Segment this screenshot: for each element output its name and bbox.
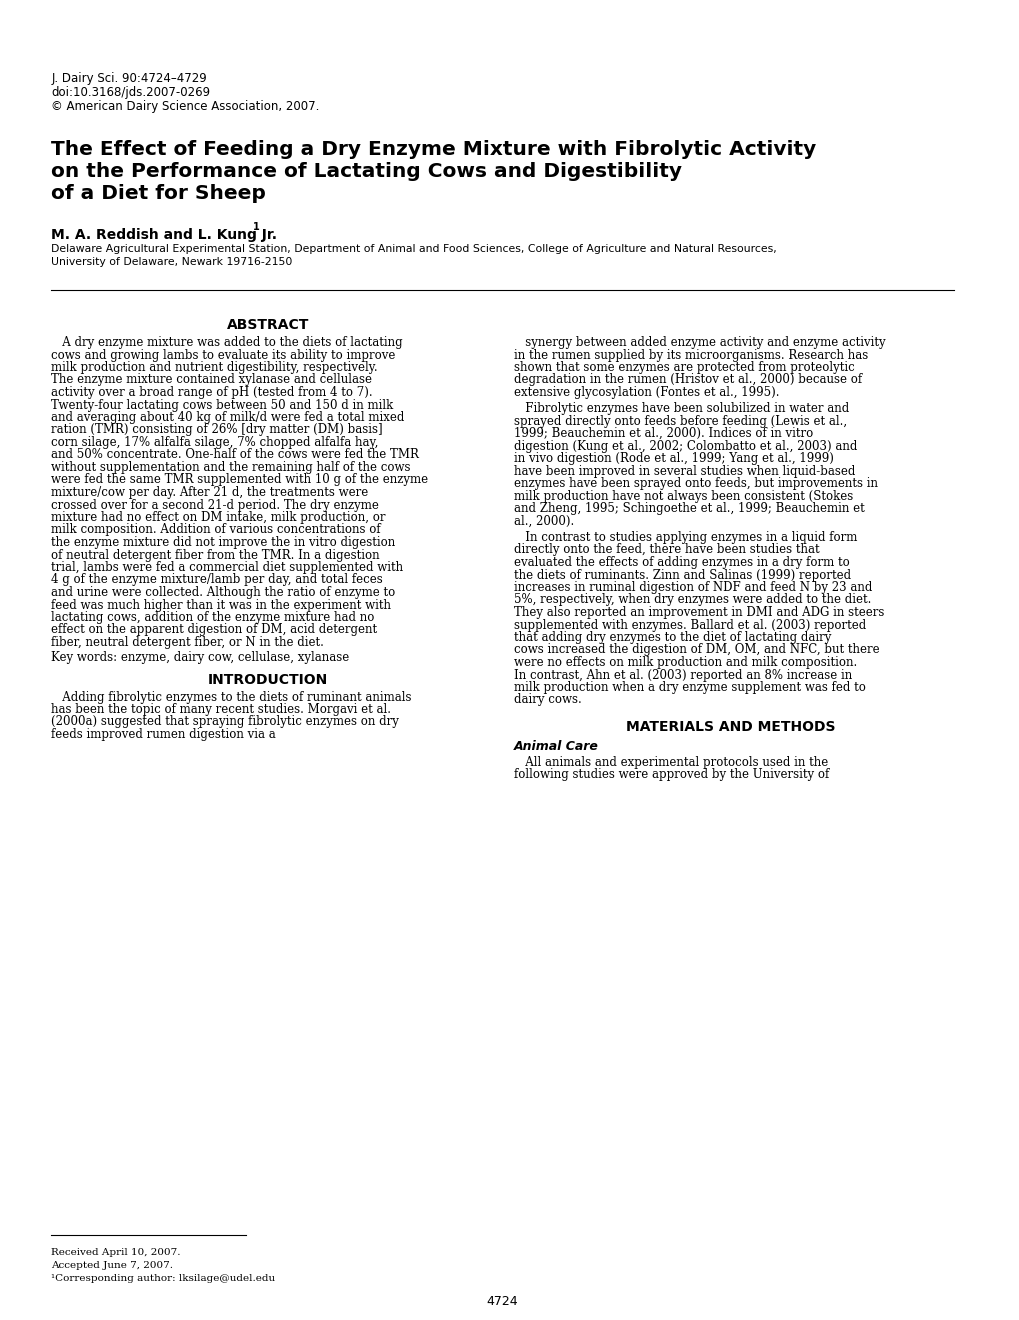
Text: Received April 10, 2007.: Received April 10, 2007. — [51, 1247, 180, 1257]
Text: INTRODUCTION: INTRODUCTION — [208, 672, 328, 686]
Text: feeds improved rumen digestion via a: feeds improved rumen digestion via a — [51, 729, 276, 741]
Text: milk production when a dry enzyme supplement was fed to: milk production when a dry enzyme supple… — [514, 681, 865, 694]
Text: milk production and nutrient digestibility, respectively.: milk production and nutrient digestibili… — [51, 360, 377, 374]
Text: ration (TMR) consisting of 26% [dry matter (DM) basis]: ration (TMR) consisting of 26% [dry matt… — [51, 424, 382, 437]
Text: mixture/cow per day. After 21 d, the treatments were: mixture/cow per day. After 21 d, the tre… — [51, 486, 368, 499]
Text: feed was much higher than it was in the experiment with: feed was much higher than it was in the … — [51, 598, 391, 611]
Text: The enzyme mixture contained xylanase and cellulase: The enzyme mixture contained xylanase an… — [51, 374, 372, 387]
Text: shown that some enzymes are protected from proteolytic: shown that some enzymes are protected fr… — [514, 360, 854, 374]
Text: and Zheng, 1995; Schingoethe et al., 1999; Beauchemin et: and Zheng, 1995; Schingoethe et al., 199… — [514, 502, 864, 515]
Text: crossed over for a second 21-d period. The dry enzyme: crossed over for a second 21-d period. T… — [51, 499, 379, 511]
Text: J. Dairy Sci. 90:4724–4729: J. Dairy Sci. 90:4724–4729 — [51, 73, 207, 84]
Text: on the Performance of Lactating Cows and Digestibility: on the Performance of Lactating Cows and… — [51, 162, 682, 181]
Text: degradation in the rumen (Hristov et al., 2000) because of: degradation in the rumen (Hristov et al.… — [514, 374, 862, 387]
Text: and 50% concentrate. One-half of the cows were fed the TMR: and 50% concentrate. One-half of the cow… — [51, 449, 419, 462]
Text: 1: 1 — [253, 222, 260, 232]
Text: All animals and experimental protocols used in the: All animals and experimental protocols u… — [514, 756, 827, 768]
Text: Animal Care: Animal Care — [514, 739, 598, 752]
Text: milk production have not always been consistent (Stokes: milk production have not always been con… — [514, 490, 853, 503]
Text: activity over a broad range of pH (tested from 4 to 7).: activity over a broad range of pH (teste… — [51, 385, 373, 399]
Text: and urine were collected. Although the ratio of enzyme to: and urine were collected. Although the r… — [51, 586, 395, 599]
Text: ¹Corresponding author: lksilage@udel.edu: ¹Corresponding author: lksilage@udel.edu — [51, 1274, 275, 1283]
Text: corn silage, 17% alfalfa silage, 7% chopped alfalfa hay,: corn silage, 17% alfalfa silage, 7% chop… — [51, 436, 378, 449]
Text: A dry enzyme mixture was added to the diets of lactating: A dry enzyme mixture was added to the di… — [51, 337, 403, 348]
Text: MATERIALS AND METHODS: MATERIALS AND METHODS — [626, 719, 835, 734]
Text: Key words: enzyme, dairy cow, cellulase, xylanase: Key words: enzyme, dairy cow, cellulase,… — [51, 651, 350, 664]
Text: Delaware Agricultural Experimental Station, Department of Animal and Food Scienc: Delaware Agricultural Experimental Stati… — [51, 244, 776, 253]
Text: the enzyme mixture did not improve the in vitro digestion: the enzyme mixture did not improve the i… — [51, 536, 395, 549]
Text: following studies were approved by the University of: following studies were approved by the U… — [514, 768, 828, 781]
Text: (2000a) suggested that spraying fibrolytic enzymes on dry: (2000a) suggested that spraying fibrolyt… — [51, 715, 398, 729]
Text: extensive glycosylation (Fontes et al., 1995).: extensive glycosylation (Fontes et al., … — [514, 385, 780, 399]
Text: were fed the same TMR supplemented with 10 g of the enzyme: were fed the same TMR supplemented with … — [51, 474, 428, 487]
Text: The Effect of Feeding a Dry Enzyme Mixture with Fibrolytic Activity: The Effect of Feeding a Dry Enzyme Mixtu… — [51, 140, 815, 158]
Text: In contrast to studies applying enzymes in a liquid form: In contrast to studies applying enzymes … — [514, 531, 857, 544]
Text: of a Diet for Sheep: of a Diet for Sheep — [51, 183, 266, 203]
Text: cows increased the digestion of DM, OM, and NFC, but there: cows increased the digestion of DM, OM, … — [514, 644, 879, 656]
Text: that adding dry enzymes to the diet of lactating dairy: that adding dry enzymes to the diet of l… — [514, 631, 830, 644]
Text: 1999; Beauchemin et al., 2000). Indices of in vitro: 1999; Beauchemin et al., 2000). Indices … — [514, 428, 813, 441]
Text: directly onto the feed, there have been studies that: directly onto the feed, there have been … — [514, 544, 819, 557]
Text: effect on the apparent digestion of DM, acid detergent: effect on the apparent digestion of DM, … — [51, 623, 377, 636]
Text: digestion (Kung et al., 2002; Colombatto et al., 2003) and: digestion (Kung et al., 2002; Colombatto… — [514, 440, 857, 453]
Text: mixture had no effect on DM intake, milk production, or: mixture had no effect on DM intake, milk… — [51, 511, 385, 524]
Text: 5%, respectively, when dry enzymes were added to the diet.: 5%, respectively, when dry enzymes were … — [514, 594, 871, 606]
Text: has been the topic of many recent studies. Morgavi et al.: has been the topic of many recent studie… — [51, 704, 391, 715]
Text: M. A. Reddish and L. Kung Jr.: M. A. Reddish and L. Kung Jr. — [51, 228, 277, 242]
Text: trial, lambs were fed a commercial diet supplemented with: trial, lambs were fed a commercial diet … — [51, 561, 403, 574]
Text: were no effects on milk production and milk composition.: were no effects on milk production and m… — [514, 656, 857, 669]
Text: increases in ruminal digestion of NDF and feed N by 23 and: increases in ruminal digestion of NDF an… — [514, 581, 872, 594]
Text: enzymes have been sprayed onto feeds, but improvements in: enzymes have been sprayed onto feeds, bu… — [514, 478, 877, 490]
Text: milk composition. Addition of various concentrations of: milk composition. Addition of various co… — [51, 524, 380, 536]
Text: of neutral detergent fiber from the TMR. In a digestion: of neutral detergent fiber from the TMR.… — [51, 549, 379, 561]
Text: They also reported an improvement in DMI and ADG in steers: They also reported an improvement in DMI… — [514, 606, 883, 619]
Text: Fibrolytic enzymes have been solubilized in water and: Fibrolytic enzymes have been solubilized… — [514, 403, 849, 416]
Text: fiber, neutral detergent fiber, or N in the diet.: fiber, neutral detergent fiber, or N in … — [51, 636, 324, 649]
Text: 4724: 4724 — [486, 1295, 518, 1308]
Text: Accepted June 7, 2007.: Accepted June 7, 2007. — [51, 1261, 173, 1270]
Text: cows and growing lambs to evaluate its ability to improve: cows and growing lambs to evaluate its a… — [51, 348, 395, 362]
Text: and averaging about 40 kg of milk/d were fed a total mixed: and averaging about 40 kg of milk/d were… — [51, 411, 405, 424]
Text: Twenty-four lactating cows between 50 and 150 d in milk: Twenty-four lactating cows between 50 an… — [51, 399, 393, 412]
Text: Adding fibrolytic enzymes to the diets of ruminant animals: Adding fibrolytic enzymes to the diets o… — [51, 690, 412, 704]
Text: 4 g of the enzyme mixture/lamb per day, and total feces: 4 g of the enzyme mixture/lamb per day, … — [51, 573, 382, 586]
Text: © American Dairy Science Association, 2007.: © American Dairy Science Association, 20… — [51, 100, 319, 114]
Text: al., 2000).: al., 2000). — [514, 515, 574, 528]
Text: evaluated the effects of adding enzymes in a dry form to: evaluated the effects of adding enzymes … — [514, 556, 849, 569]
Text: doi:10.3168/jds.2007-0269: doi:10.3168/jds.2007-0269 — [51, 86, 210, 99]
Text: dairy cows.: dairy cows. — [514, 693, 582, 706]
Text: synergy between added enzyme activity and enzyme activity: synergy between added enzyme activity an… — [514, 337, 886, 348]
Text: have been improved in several studies when liquid-based: have been improved in several studies wh… — [514, 465, 855, 478]
Text: without supplementation and the remaining half of the cows: without supplementation and the remainin… — [51, 461, 411, 474]
Text: supplemented with enzymes. Ballard et al. (2003) reported: supplemented with enzymes. Ballard et al… — [514, 619, 866, 631]
Text: ABSTRACT: ABSTRACT — [226, 318, 309, 333]
Text: in the rumen supplied by its microorganisms. Research has: in the rumen supplied by its microorgani… — [514, 348, 868, 362]
Text: in vivo digestion (Rode et al., 1999; Yang et al., 1999): in vivo digestion (Rode et al., 1999; Ya… — [514, 453, 834, 465]
Text: lactating cows, addition of the enzyme mixture had no: lactating cows, addition of the enzyme m… — [51, 611, 374, 624]
Text: In contrast, Ahn et al. (2003) reported an 8% increase in: In contrast, Ahn et al. (2003) reported … — [514, 668, 852, 681]
Text: University of Delaware, Newark 19716-2150: University of Delaware, Newark 19716-215… — [51, 257, 292, 267]
Text: sprayed directly onto feeds before feeding (Lewis et al.,: sprayed directly onto feeds before feedi… — [514, 414, 847, 428]
Text: the diets of ruminants. Zinn and Salinas (1999) reported: the diets of ruminants. Zinn and Salinas… — [514, 569, 851, 582]
